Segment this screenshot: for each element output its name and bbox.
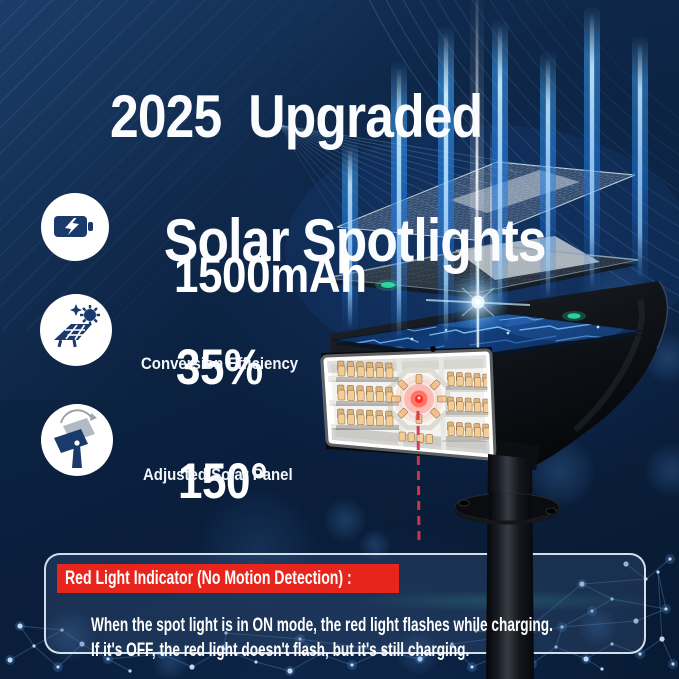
title-line-1: 2025 Upgraded bbox=[109, 83, 483, 150]
feature-value: 1500mAh bbox=[173, 247, 367, 303]
callout-body-line: If it's OFF, the red light doesn't flash… bbox=[90, 639, 469, 661]
bokeh-circle bbox=[644, 442, 679, 498]
callout-body-line: When the spot light is in ON mode, the r… bbox=[90, 614, 553, 636]
feature-value: 150° bbox=[177, 453, 268, 509]
efficiency-feature-circle bbox=[40, 294, 112, 366]
bokeh-circle bbox=[323, 498, 367, 542]
bokeh-circle bbox=[152, 644, 188, 679]
callout-heading: Red Light Indicator (No Motion Detection… bbox=[65, 568, 352, 589]
red-dashed-pointer-line bbox=[416, 410, 421, 547]
adjustable-solar-panel-icon bbox=[54, 409, 97, 468]
adjustable-feature-circle bbox=[41, 404, 113, 476]
battery-feature-circle bbox=[41, 193, 109, 261]
page-title: 2025 Upgraded Solar Spotlights bbox=[47, 24, 616, 334]
red-indicator-callout: Red Light Indicator (No Motion Detection… bbox=[44, 553, 646, 660]
feature-label: Adjusted Solar Panel bbox=[142, 465, 293, 484]
bokeh-circle bbox=[578, 606, 618, 646]
feature-value: 35% bbox=[175, 339, 263, 395]
solar-panel-efficiency-icon bbox=[54, 304, 100, 348]
bokeh-circle bbox=[359, 529, 391, 561]
callout-heading-background: Red Light Indicator (No Motion Detection… bbox=[57, 564, 399, 593]
battery-charging-icon bbox=[54, 216, 93, 237]
bokeh-circle bbox=[524, 436, 596, 508]
feature-label: Conversion Efficiency bbox=[140, 354, 299, 373]
title-line-2: Solar Spotlights bbox=[163, 207, 547, 274]
